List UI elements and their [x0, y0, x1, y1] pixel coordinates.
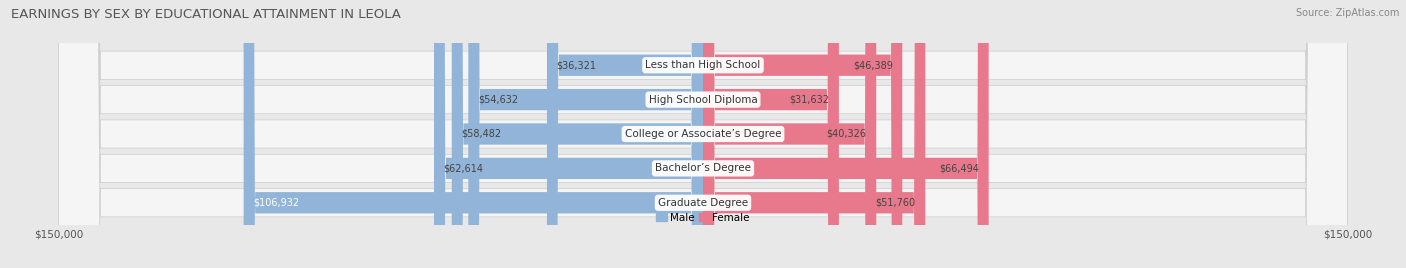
Text: $54,632: $54,632: [478, 95, 517, 105]
Text: $46,389: $46,389: [853, 60, 893, 70]
FancyBboxPatch shape: [703, 0, 903, 268]
FancyBboxPatch shape: [703, 0, 876, 268]
Text: College or Associate’s Degree: College or Associate’s Degree: [624, 129, 782, 139]
Text: $106,932: $106,932: [253, 198, 299, 208]
Text: $62,614: $62,614: [444, 163, 484, 173]
FancyBboxPatch shape: [59, 0, 1347, 268]
FancyBboxPatch shape: [468, 0, 703, 268]
FancyBboxPatch shape: [434, 0, 703, 268]
Text: $58,482: $58,482: [461, 129, 502, 139]
Text: $36,321: $36,321: [557, 60, 596, 70]
Text: High School Diploma: High School Diploma: [648, 95, 758, 105]
FancyBboxPatch shape: [243, 0, 703, 268]
FancyBboxPatch shape: [59, 0, 1347, 268]
FancyBboxPatch shape: [703, 0, 839, 268]
FancyBboxPatch shape: [59, 0, 1347, 268]
Text: Source: ZipAtlas.com: Source: ZipAtlas.com: [1295, 8, 1399, 18]
FancyBboxPatch shape: [547, 0, 703, 268]
Text: $31,632: $31,632: [789, 95, 830, 105]
Text: $51,760: $51,760: [876, 198, 915, 208]
Text: $66,494: $66,494: [939, 163, 979, 173]
Text: Less than High School: Less than High School: [645, 60, 761, 70]
FancyBboxPatch shape: [451, 0, 703, 268]
FancyBboxPatch shape: [59, 0, 1347, 268]
Text: Bachelor’s Degree: Bachelor’s Degree: [655, 163, 751, 173]
Text: Graduate Degree: Graduate Degree: [658, 198, 748, 208]
FancyBboxPatch shape: [703, 0, 925, 268]
FancyBboxPatch shape: [59, 0, 1347, 268]
Legend: Male, Female: Male, Female: [655, 211, 751, 224]
Text: EARNINGS BY SEX BY EDUCATIONAL ATTAINMENT IN LEOLA: EARNINGS BY SEX BY EDUCATIONAL ATTAINMEN…: [11, 8, 401, 21]
Text: $40,326: $40,326: [827, 129, 866, 139]
FancyBboxPatch shape: [703, 0, 988, 268]
